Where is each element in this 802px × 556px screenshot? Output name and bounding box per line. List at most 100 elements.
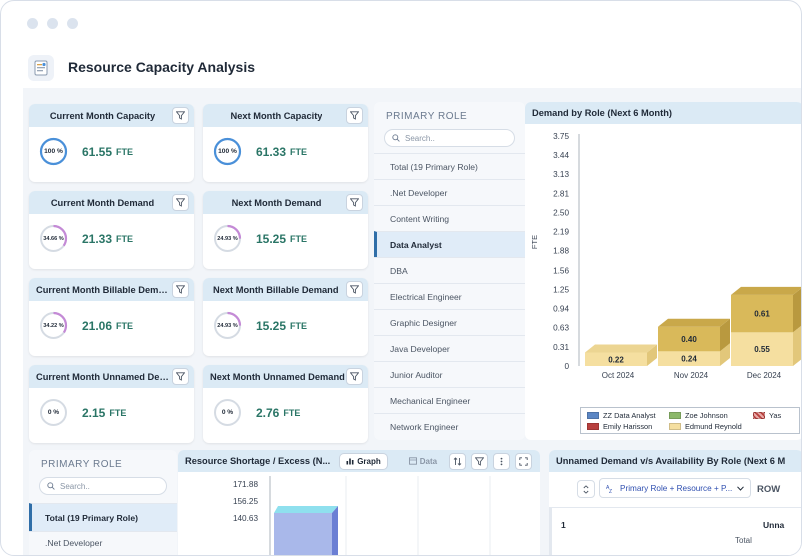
more-options-icon[interactable] — [493, 452, 510, 470]
y-tick-label: 140.63 — [233, 514, 258, 523]
row-number: 1 — [561, 520, 566, 530]
legend-item[interactable]: Emily Harisson — [587, 422, 652, 431]
kpi-next-month-unnamed-demand: Next Month Unnamed Demand 0 % 2.76 FTE — [203, 365, 368, 443]
kpi-value: 2.76 — [256, 405, 280, 420]
search-input[interactable]: Search.. — [384, 129, 515, 147]
page-title: Resource Capacity Analysis — [68, 59, 256, 75]
slicer-item-total-19-primary-role[interactable]: Total (19 Primary Role) — [374, 153, 525, 179]
y-tick-label: 0.31 — [553, 343, 569, 352]
bar-side — [720, 343, 730, 366]
expand-icon[interactable] — [515, 452, 532, 470]
total-label: Total — [735, 536, 752, 545]
slicer-item-graphic-designer[interactable]: Graphic Designer — [374, 309, 525, 335]
swap-icon[interactable] — [577, 480, 595, 498]
bar-side — [720, 318, 730, 352]
ring-progress — [39, 137, 68, 166]
filter-icon[interactable] — [172, 107, 189, 124]
percent-ring: 24.93 % — [213, 311, 242, 340]
kpi-unit: FTE — [290, 320, 308, 331]
panel-title: Resource Shortage / Excess (N... — [185, 456, 331, 466]
kpi-next-month-demand: Next Month Demand 24.93 % 15.25 FTE — [203, 191, 368, 269]
kpi-current-month-unnamed-demand: Current Month Unnamed Demand 0 % 2.15 FT… — [29, 365, 194, 443]
slicer-item-content-writing[interactable]: Content Writing — [374, 205, 525, 231]
kpi-value: 15.25 — [256, 318, 287, 333]
svg-text:Z: Z — [609, 489, 612, 493]
bar-top — [585, 344, 657, 353]
y-tick-label: 171.88 — [233, 480, 258, 489]
slicer-item-net-developer[interactable]: .Net Developer — [374, 179, 525, 205]
demand-chart: 3.75 3.44 3.13 2.81 2.50 2.19 1.88 1.56 1.25 0.94… — [530, 132, 801, 380]
bar-side — [793, 288, 801, 333]
filter-icon[interactable] — [172, 281, 189, 298]
bar-segment — [585, 352, 647, 366]
data-label: 0.22 — [608, 355, 624, 364]
percent-label: 0 % — [221, 409, 234, 416]
slicer-item-junior-auditor[interactable]: Junior Auditor — [374, 361, 525, 387]
bar-segment — [658, 326, 720, 352]
x-tick-label: Dec 2024 — [747, 371, 782, 380]
filter-icon[interactable] — [346, 368, 363, 385]
kpi-title: Current Month Billable Demand — [36, 284, 172, 295]
slicer-item-mechanical-engineer[interactable]: Mechanical Engineer — [374, 387, 525, 413]
sort-az-icon: AZ — [606, 485, 612, 493]
filter-icon[interactable] — [346, 281, 363, 298]
report-icon — [28, 55, 54, 81]
legend-item[interactable]: Yas — [753, 411, 781, 420]
window-dot-3[interactable] — [67, 18, 78, 29]
percent-ring: 0 % — [39, 398, 68, 427]
kpi-title: Next Month Unnamed Demand — [210, 371, 345, 382]
slicer-item-network-engineer[interactable]: Network Engineer — [374, 413, 525, 439]
slicer-item-total[interactable]: Total (19 Primary Role) — [29, 503, 177, 531]
legend-item[interactable]: Zoe Johnson — [669, 411, 728, 420]
y-tick-label: 2.81 — [553, 190, 569, 199]
kpi-unit: FTE — [116, 233, 134, 244]
kpi-title: Next Month Demand — [231, 197, 322, 208]
search-input[interactable]: Search.. — [39, 477, 167, 495]
kpi-unit: FTE — [116, 146, 134, 157]
ring-progress — [213, 311, 242, 340]
data-label: 0.61 — [754, 310, 770, 319]
window-controls — [27, 18, 78, 29]
bar-segment — [731, 294, 793, 333]
bar-top — [731, 286, 801, 295]
tab-graph[interactable]: Graph — [340, 453, 387, 469]
sort-icon[interactable] — [449, 452, 466, 470]
slicer-item-java-developer[interactable]: Java Developer — [374, 335, 525, 361]
filter-icon[interactable] — [172, 194, 189, 211]
search-icon — [392, 134, 400, 142]
window-dot-1[interactable] — [27, 18, 38, 29]
tab-data[interactable]: Data — [403, 454, 443, 469]
kpi-unit: FTE — [283, 407, 301, 418]
filter-icon[interactable] — [172, 368, 189, 385]
panel-title: Demand by Role (Next 6 Month) — [525, 102, 801, 124]
data-label: 0.40 — [681, 335, 697, 344]
legend-item[interactable]: ZZ Data Analyst — [587, 411, 656, 420]
legend-item[interactable]: Edmund Reynold — [669, 422, 742, 431]
percent-label: 24.93 % — [217, 322, 238, 329]
bar-top — [274, 506, 338, 513]
slicer-item-data-analyst[interactable]: Data Analyst — [374, 231, 525, 257]
bar-side — [647, 344, 657, 366]
slicer-item-electrical-engineer[interactable]: Electrical Engineer — [374, 283, 525, 309]
y-tick-label: 2.50 — [553, 209, 569, 218]
filter-icon[interactable] — [346, 107, 363, 124]
divider — [549, 507, 801, 508]
slicer-title: PRIMARY ROLE — [386, 111, 468, 122]
filter-icon[interactable] — [471, 452, 488, 470]
slicer-item-dba[interactable]: DBA — [374, 257, 525, 283]
slicer-item-net-developer[interactable]: .Net Developer — [29, 531, 177, 553]
data-label: 0.55 — [754, 345, 770, 354]
window-dot-2[interactable] — [47, 18, 58, 29]
filter-icon[interactable] — [346, 194, 363, 211]
column-header: Unna — [763, 520, 785, 530]
ring-progress — [39, 311, 68, 340]
dashboard-canvas: Current Month Capacity 100 % 61.55 FTE N… — [23, 88, 801, 555]
percent-ring: 100 % — [39, 137, 68, 166]
bar-side — [793, 325, 801, 366]
percent-label: 100 % — [218, 148, 237, 155]
unnamed-demand-panel: Unnamed Demand v/s Availability By Role … — [549, 450, 801, 555]
percent-ring: 0 % — [213, 398, 242, 427]
primary-role-slicer: PRIMARY ROLE Search.. Total (19 Primary … — [374, 102, 525, 440]
y-axis-title: FTE — [530, 235, 539, 249]
